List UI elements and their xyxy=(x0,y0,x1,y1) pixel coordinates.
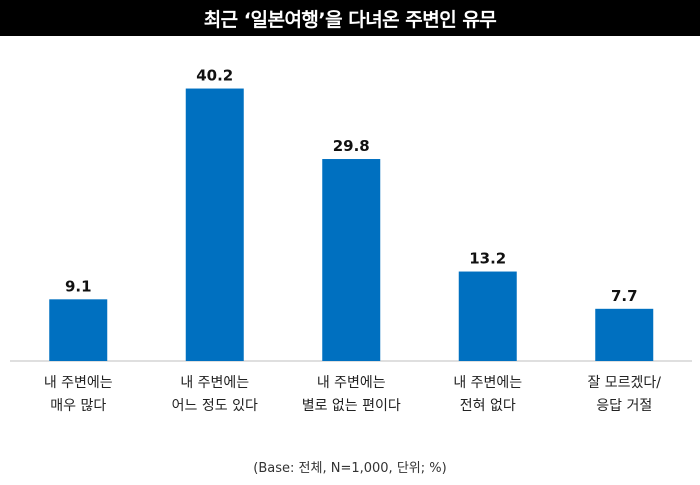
category-label-3-line-1: 내 주변에는 xyxy=(317,375,386,391)
bar-value-label-2: 40.2 xyxy=(196,67,233,85)
bar-4 xyxy=(458,271,517,361)
bar-5 xyxy=(595,308,654,361)
category-label-4-line-1: 내 주변에는 xyxy=(453,375,522,391)
category-label-3-line-2: 별로 없는 편이다 xyxy=(302,398,401,414)
bar-value-label-3: 29.8 xyxy=(333,137,370,155)
bar-value-label-1: 9.1 xyxy=(65,277,92,295)
category-label-5-line-1: 잘 모르겠다/ xyxy=(587,375,661,391)
bar-3 xyxy=(322,159,381,361)
category-label-2-line-1: 내 주변에는 xyxy=(180,375,249,391)
category-label-4-line-2: 전혀 없다 xyxy=(460,398,516,414)
chart-title: 최근 ‘일본여행’을 다녀온 주변인 유무 xyxy=(0,0,700,36)
category-label-1-line-1: 내 주변에는 xyxy=(44,375,113,391)
category-label-2-line-2: 어느 정도 있다 xyxy=(172,398,258,414)
bar-value-label-5: 7.7 xyxy=(611,287,638,305)
chart-footnote: (Base: 전체, N=1,000, 단위; %) xyxy=(253,461,447,476)
category-label-1-line-2: 매우 많다 xyxy=(50,398,106,414)
category-label-5-line-2: 응답 거절 xyxy=(596,398,652,414)
bar-2 xyxy=(185,88,244,362)
bar-1 xyxy=(49,299,108,361)
bar-value-label-4: 13.2 xyxy=(469,250,506,268)
